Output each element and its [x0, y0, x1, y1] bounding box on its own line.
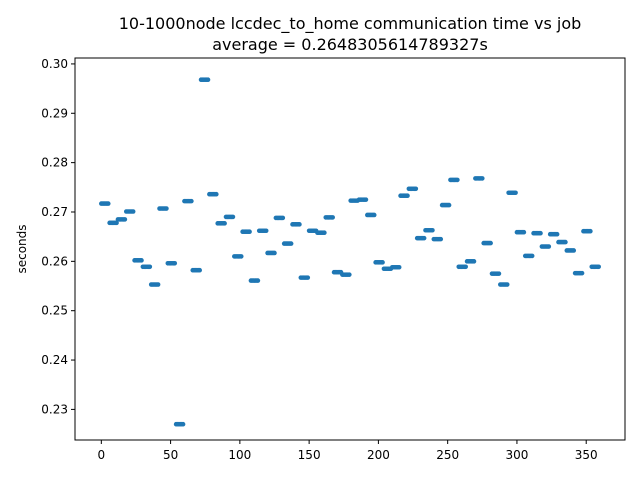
data-point — [455, 177, 460, 183]
data-point — [247, 229, 252, 235]
data-point — [521, 229, 527, 235]
y-tick-label: 0.25 — [41, 304, 68, 318]
data-point — [147, 264, 153, 270]
data-point — [305, 275, 311, 280]
data-point — [172, 261, 178, 266]
x-tick-label: 50 — [163, 448, 178, 462]
y-tick-label: 0.28 — [41, 156, 68, 170]
data-point — [205, 77, 211, 83]
y-axis-label: seconds — [15, 224, 29, 273]
data-point — [554, 231, 560, 237]
data-point — [288, 241, 294, 246]
data-point — [596, 264, 601, 270]
data-point — [504, 282, 510, 287]
x-tick-label: 250 — [436, 448, 459, 462]
data-point — [496, 271, 502, 276]
x-tick-label: 300 — [505, 448, 528, 462]
data-point — [513, 190, 518, 196]
data-point — [438, 236, 444, 242]
data-point — [130, 209, 136, 214]
data-point — [105, 201, 111, 206]
data-point — [272, 250, 277, 256]
data-point — [471, 259, 477, 264]
data-point — [480, 176, 485, 181]
chart-subtitle: average = 0.2648305614789327s — [212, 35, 488, 54]
y-tick-label: 0.24 — [41, 353, 68, 367]
data-point — [322, 230, 327, 236]
data-point — [563, 239, 568, 245]
data-point — [230, 214, 236, 220]
data-point — [396, 264, 402, 270]
data-point — [122, 217, 128, 222]
y-tick-label: 0.27 — [41, 205, 68, 219]
data-point — [371, 212, 377, 218]
x-axis-ticks: 0 50 100 150 200 250 300 350 — [98, 440, 598, 462]
data-point — [579, 270, 585, 276]
x-tick-label: 150 — [298, 448, 321, 462]
chart-title: 10-1000node lccdec_to_home communication… — [119, 14, 582, 34]
data-point — [222, 221, 227, 226]
x-tick-label: 0 — [98, 448, 106, 462]
x-tick-label: 100 — [228, 448, 251, 462]
data-point — [588, 228, 593, 234]
data-point — [538, 230, 543, 236]
data-point — [297, 222, 302, 227]
data-point — [488, 240, 493, 246]
data-point — [330, 215, 335, 220]
plot-frame — [74, 57, 626, 441]
x-tick-label: 200 — [367, 448, 390, 462]
data-point — [255, 278, 261, 283]
data-point — [214, 191, 219, 197]
data-point — [347, 272, 352, 277]
data-point — [446, 202, 452, 208]
data-points — [99, 77, 601, 427]
data-point — [421, 235, 427, 241]
data-point — [463, 264, 468, 270]
data-point — [380, 260, 385, 265]
data-point — [529, 253, 535, 259]
x-tick-label: 350 — [575, 448, 598, 462]
data-point — [405, 193, 410, 198]
data-point — [280, 215, 286, 221]
data-point — [430, 227, 435, 233]
y-tick-label: 0.23 — [41, 402, 68, 416]
data-point — [180, 421, 186, 427]
data-point — [413, 186, 419, 192]
data-point — [164, 206, 169, 211]
y-tick-label: 0.29 — [41, 106, 68, 120]
data-point — [546, 244, 552, 249]
data-point — [139, 258, 144, 263]
data-point — [114, 220, 119, 226]
data-point — [263, 228, 269, 234]
data-point — [363, 197, 369, 202]
data-point — [189, 198, 194, 204]
data-point — [571, 248, 577, 253]
y-tick-label: 0.26 — [41, 254, 68, 268]
data-point — [197, 267, 202, 273]
data-point — [238, 254, 244, 259]
data-point — [155, 282, 161, 287]
y-tick-label: 0.30 — [41, 57, 68, 71]
y-axis-ticks: 0.23 0.24 0.25 0.26 0.27 0.28 0.29 0.30 — [41, 57, 75, 416]
